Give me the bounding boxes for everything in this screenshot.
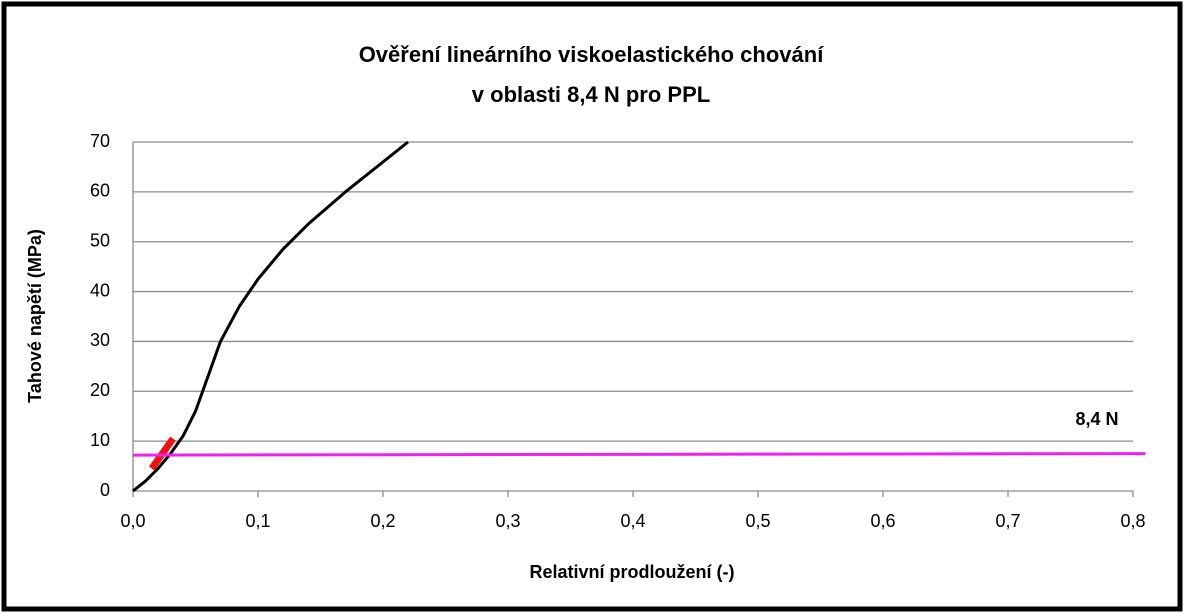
x-tick-label: 0,8	[1120, 511, 1145, 531]
x-tick-label: 0,3	[495, 511, 520, 531]
annotation: 8,4 N	[1075, 409, 1118, 429]
x-tick-label: 0,5	[745, 511, 770, 531]
data-line	[132, 140, 409, 493]
y-tick-label: 30	[90, 330, 110, 350]
chart-title: v oblasti 8,4 N pro PPL	[472, 82, 710, 107]
x-axis-label: Relativní prodloužení (-)	[530, 562, 735, 582]
y-tick-label: 40	[90, 280, 110, 300]
x-tick-label: 0,4	[620, 511, 645, 531]
y-tick-label: 10	[90, 430, 110, 450]
x-tick-label: 0,0	[120, 511, 145, 531]
x-tick-label: 0,7	[995, 511, 1020, 531]
x-tick-label: 0,2	[370, 511, 395, 531]
chart-title: Ověření lineárního viskoelastického chov…	[359, 42, 825, 67]
x-tick-label: 0,6	[870, 511, 895, 531]
y-tick-label: 20	[90, 380, 110, 400]
data-line	[132, 452, 1146, 457]
y-tick-label: 0	[100, 480, 110, 500]
y-tick-label: 70	[90, 131, 110, 151]
y-tick-label: 60	[90, 181, 110, 201]
y-axis-label: Tahové napětí (MPa)	[25, 229, 45, 403]
x-tick-label: 0,1	[245, 511, 270, 531]
y-tick-label: 50	[90, 230, 110, 250]
